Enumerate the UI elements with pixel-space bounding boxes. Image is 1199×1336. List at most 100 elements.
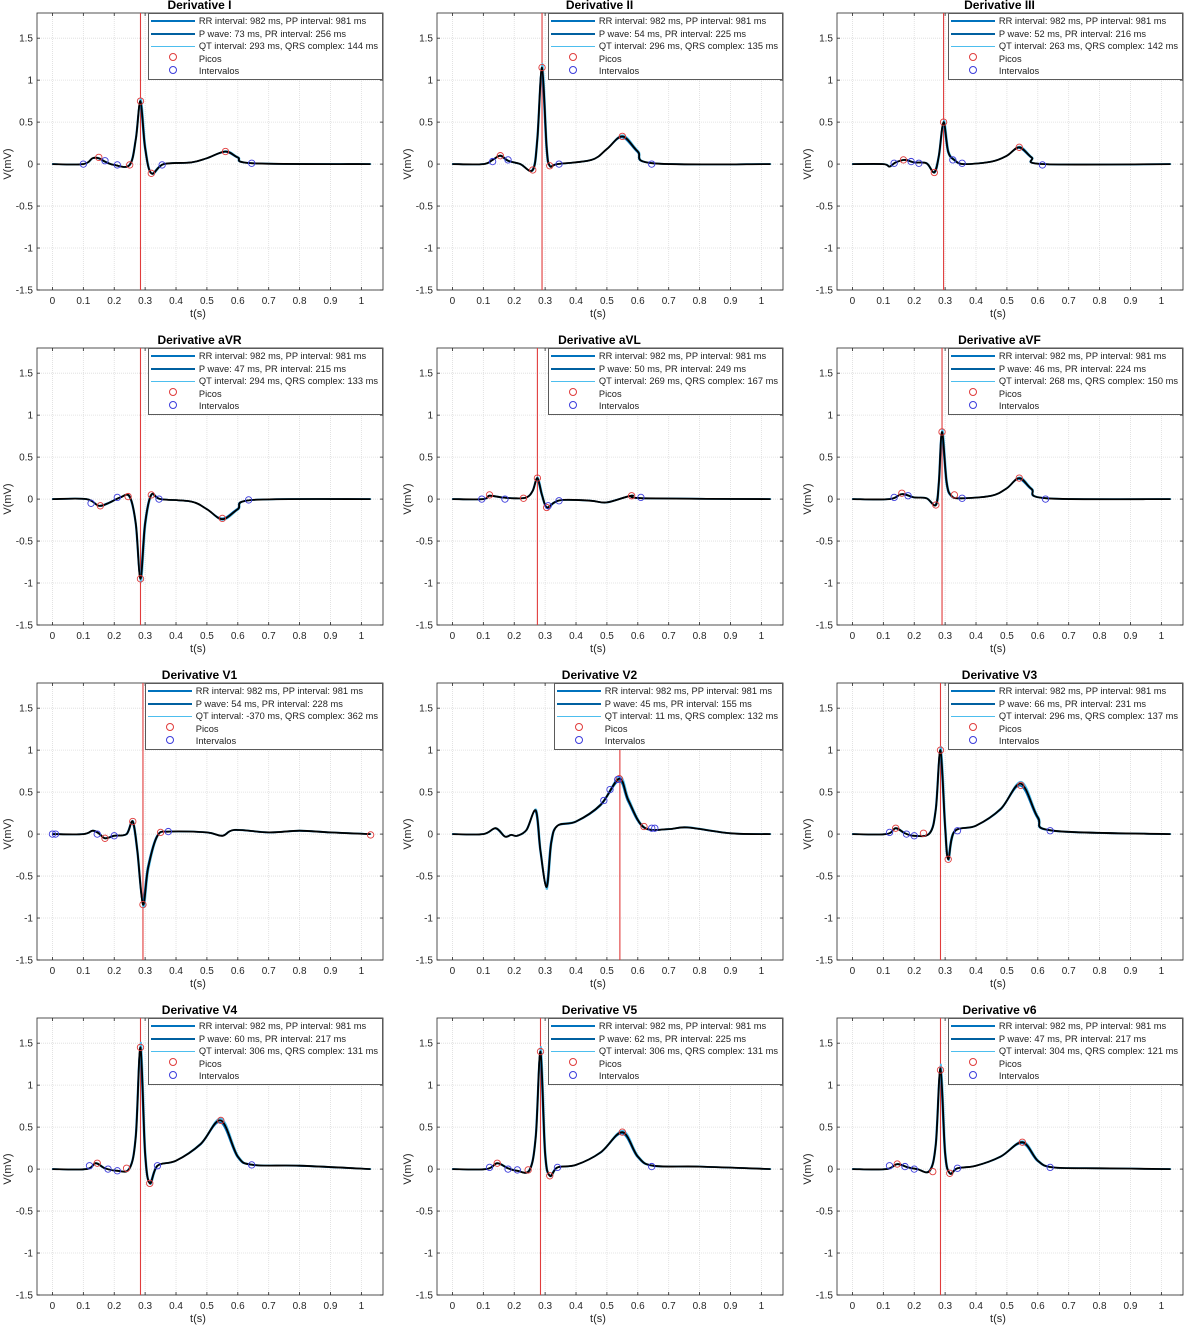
y-tick-label: -1 — [824, 1249, 833, 1260]
x-tick-label: 0.1 — [76, 1301, 90, 1312]
legend-entry: P wave: 66 ms, PR interval: 231 ms — [950, 698, 1178, 711]
interval-marker — [85, 1162, 94, 1170]
y-tick-label: -1 — [424, 914, 433, 925]
legend-label: Intervalos — [998, 66, 1040, 76]
peak-marker — [919, 829, 928, 837]
x-axis-label: t(s) — [190, 643, 206, 655]
x-tick-label: 1 — [759, 1301, 765, 1312]
y-tick-label: 1.5 — [419, 34, 433, 45]
peak-marker — [147, 169, 155, 177]
y-tick-label: -1 — [824, 914, 833, 925]
y-tick-label: -0.5 — [416, 537, 434, 548]
beat-trace — [452, 476, 772, 509]
circle-marker-icon — [151, 1070, 195, 1082]
peak-marker — [136, 1043, 145, 1052]
peak-marker — [529, 166, 537, 174]
circle-marker-icon — [151, 400, 195, 412]
x-tick-label: 0.7 — [1062, 966, 1076, 977]
x-tick-label: 0.7 — [662, 296, 676, 307]
y-tick-label: -1.5 — [816, 621, 834, 632]
y-tick-label: 1.5 — [19, 704, 33, 715]
interval-marker — [113, 493, 121, 502]
interval-marker — [958, 494, 966, 502]
x-tick-label: 0.8 — [293, 631, 307, 642]
interval-marker — [907, 157, 915, 166]
legend-label: Picos — [598, 1058, 622, 1069]
x-tick-label: 0.6 — [631, 296, 645, 307]
x-tick-label: 0.8 — [293, 1301, 307, 1312]
x-tick-label: 0.6 — [631, 631, 645, 642]
legend-label: P wave: 62 ms, PR interval: 225 ms — [598, 1033, 746, 1044]
legend-entry: QT interval: 296 ms, QRS complex: 135 ms — [550, 40, 778, 53]
circle-marker-icon — [151, 1058, 195, 1069]
interval-marker — [555, 160, 563, 168]
legend: RR interval: 982 ms, PP interval: 981 ms… — [947, 13, 1183, 80]
beat-trace — [451, 478, 771, 509]
interval-marker — [1041, 495, 1050, 503]
x-tick-label: 0.3 — [138, 631, 152, 642]
x-tick-label: 0.3 — [538, 966, 552, 977]
x-tick-label: 0.5 — [600, 631, 614, 642]
x-tick-label: 0.9 — [724, 296, 738, 307]
panel-title: Derivative v6 — [962, 1003, 1037, 1017]
interval-marker — [915, 159, 923, 167]
legend-label: Picos — [195, 723, 219, 734]
ecg-panel: Derivative V3 0 0.1 0.2 0.3 0.4 0.5 0.6 0.7 0.8 0.… — [800, 668, 1199, 1001]
circle-marker-icon — [148, 735, 192, 747]
legend-entry: RR interval: 982 ms, PP interval: 981 ms — [550, 350, 778, 363]
x-tick-label: 0.6 — [1031, 1301, 1045, 1312]
line-swatch-icon — [150, 1037, 195, 1040]
line-swatch-icon — [550, 355, 595, 358]
x-tick-label: 0.9 — [724, 966, 738, 977]
x-tick-label: 0.4 — [169, 966, 183, 977]
circle-marker-icon — [951, 400, 995, 412]
circle-marker-icon — [151, 65, 195, 77]
peak-marker — [640, 822, 648, 831]
interval-marker — [902, 830, 911, 838]
line-swatch-icon — [550, 1037, 595, 1040]
circle-marker-icon — [951, 723, 995, 734]
x-axis-label: t(s) — [190, 978, 206, 990]
ecg-panel: Derivative aVL 0 0.1 0.2 0.3 0.4 0.5 0.6 0.7 0.8 0… — [400, 333, 799, 666]
legend-label: P wave: 50 ms, PR interval: 249 ms — [598, 363, 746, 374]
circle-marker-icon — [951, 388, 995, 399]
legend-entry: Picos — [951, 53, 1178, 66]
y-tick-label: -0.5 — [416, 872, 434, 883]
legend-entry: RR interval: 982 ms, PP interval: 981 ms — [950, 1020, 1178, 1033]
legend-entry: Intervalos — [551, 1070, 778, 1083]
legend-label: Intervalos — [198, 66, 240, 76]
interval-marker — [553, 1163, 562, 1172]
legend-entry: QT interval: 269 ms, QRS complex: 167 ms — [550, 375, 778, 388]
y-tick-label: 0 — [427, 160, 433, 171]
interval-marker — [104, 1165, 112, 1173]
legend-label: Picos — [998, 723, 1022, 734]
peak-marker — [496, 152, 504, 160]
peak-marker — [929, 1167, 937, 1176]
line-swatch-icon — [147, 715, 192, 717]
x-tick-label: 0.7 — [1062, 296, 1076, 307]
interval-marker — [606, 785, 614, 794]
y-axis-label: V(mV) — [402, 149, 414, 180]
x-axis-label: t(s) — [590, 978, 606, 990]
y-tick-label: -1 — [24, 579, 33, 590]
line-swatch-icon — [950, 702, 995, 705]
interval-marker — [910, 1165, 918, 1173]
legend-label: RR interval: 982 ms, PP interval: 981 ms — [998, 16, 1167, 26]
interval-marker — [113, 1167, 121, 1175]
legend-entry: RR interval: 982 ms, PP interval: 981 ms — [556, 685, 778, 698]
x-tick-label: 0.2 — [907, 1301, 921, 1312]
y-tick-label: -1 — [424, 244, 433, 255]
y-tick-label: 1 — [427, 76, 433, 87]
legend-label: RR interval: 982 ms, PP interval: 981 ms — [598, 1021, 767, 1031]
y-axis-label: V(mV) — [402, 1154, 414, 1185]
x-tick-label: 0 — [50, 1301, 56, 1312]
legend-label: Intervalos — [998, 401, 1040, 411]
x-tick-label: 0.4 — [569, 966, 583, 977]
interval-marker — [248, 1161, 256, 1169]
x-tick-label: 0.9 — [1124, 631, 1138, 642]
peak-marker — [944, 855, 952, 863]
line-swatch-icon — [950, 367, 995, 370]
peak-marker — [1015, 474, 1023, 482]
legend-entry: Picos — [951, 1058, 1178, 1071]
interval-marker — [478, 495, 486, 503]
